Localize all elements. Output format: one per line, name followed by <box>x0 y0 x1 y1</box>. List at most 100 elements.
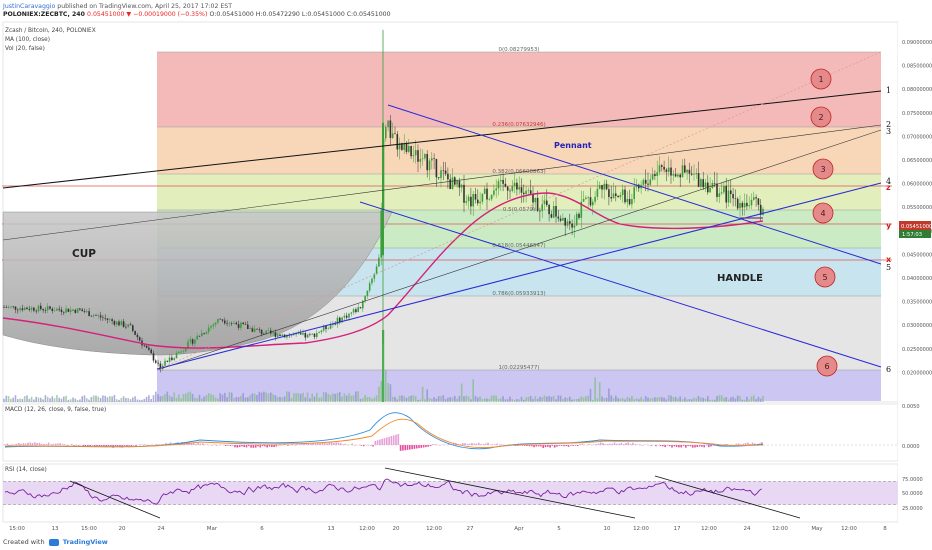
candle-body <box>76 308 79 313</box>
macd-histogram-bar <box>581 443 584 445</box>
macd-histogram-bar <box>698 445 701 447</box>
time-tick-label: 15:00 <box>81 526 97 532</box>
macd-histogram-bar <box>254 445 257 448</box>
volume-bar <box>615 395 617 402</box>
candle-body <box>460 184 463 188</box>
candle-body <box>564 217 566 226</box>
volume-bar <box>21 398 24 402</box>
macd-histogram-bar <box>696 445 699 447</box>
legend-rsi[interactable]: RSI (14, close) <box>5 467 47 473</box>
macd-histogram-bar <box>535 445 538 447</box>
candle-body <box>175 352 178 359</box>
candle-body <box>647 183 649 185</box>
volume-bar <box>536 398 539 402</box>
macd-histogram-bar <box>119 445 121 448</box>
candle-body <box>102 317 104 319</box>
candle-body <box>53 310 56 312</box>
candle-body <box>483 188 486 194</box>
line-label: 1 <box>886 86 891 95</box>
author-link[interactable]: JustinCaravaggio <box>3 3 56 10</box>
macd-histogram-bar <box>616 443 618 445</box>
macd-histogram-bar <box>158 444 160 445</box>
candle-body <box>164 360 166 366</box>
rsi-band <box>3 481 898 505</box>
volume-bar <box>293 393 295 402</box>
volume-bar <box>437 396 440 402</box>
macd-histogram-bar <box>287 445 289 446</box>
candle-body <box>389 120 392 138</box>
macd-histogram-bar <box>675 445 678 448</box>
macd-histogram-bar <box>54 443 57 445</box>
candle-body <box>109 319 111 320</box>
volume-bar <box>603 398 606 402</box>
volume-bar <box>178 394 180 402</box>
macd-histogram-bar <box>574 445 577 446</box>
time-tick-label: 24 <box>158 526 165 532</box>
candle-body <box>713 182 716 184</box>
candle-body <box>357 307 359 313</box>
macd-histogram-bar <box>701 445 703 447</box>
candle-body <box>329 325 332 329</box>
candle-body <box>433 158 435 160</box>
volume-bar <box>189 391 192 402</box>
candle-body <box>290 334 293 336</box>
candle-body <box>688 169 691 174</box>
line-label: 6 <box>886 365 891 374</box>
volume-bar <box>99 397 102 402</box>
rsi-line <box>4 478 762 505</box>
legend-vol[interactable]: Vol (20, false) <box>5 46 45 52</box>
macd-histogram-bar <box>549 445 551 448</box>
volume-bar <box>316 392 318 402</box>
price-tick-label: 0.07000000 <box>902 134 932 140</box>
legend-ma[interactable]: MA (100, close) <box>5 37 51 43</box>
macd-histogram-bar <box>305 443 308 445</box>
macd-histogram-bar <box>461 443 464 445</box>
candle-body <box>594 196 596 202</box>
candle-body <box>601 185 603 190</box>
volume-bar <box>63 396 65 402</box>
candle-body <box>364 296 366 301</box>
macd-histogram-bar <box>144 444 147 445</box>
candle-body <box>702 179 704 188</box>
volume-bar <box>651 398 654 402</box>
trendline-3 <box>156 129 882 371</box>
time-tick-label: 17 <box>674 526 681 532</box>
volume-bar <box>217 398 219 402</box>
volume-bar <box>42 399 44 402</box>
macd-histogram-bar <box>418 445 420 449</box>
candle-body <box>104 317 106 319</box>
candle-body <box>695 173 698 175</box>
candle-body <box>72 309 74 311</box>
volume-bar <box>695 398 698 402</box>
volume-bar <box>90 396 93 402</box>
volume-bar <box>594 377 596 402</box>
volume-bar <box>479 396 481 402</box>
candle-body <box>106 318 109 320</box>
candle-body <box>394 133 396 135</box>
legend-macd[interactable]: MACD (12, 26, close, 9, false, true) <box>5 407 107 413</box>
volume-bar <box>509 396 511 402</box>
candle-body <box>681 165 684 178</box>
candle-body <box>260 329 263 334</box>
macd-histogram-bar <box>622 444 625 445</box>
candle-body <box>293 334 295 336</box>
footer-brand[interactable]: TradingView <box>62 538 108 546</box>
macd-histogram-bar <box>689 445 692 447</box>
candle-body <box>456 180 458 185</box>
candle-body <box>700 179 702 187</box>
candle-body <box>753 197 755 200</box>
price-tick-label: 0.09000000 <box>902 40 932 46</box>
volume-bar <box>408 396 410 402</box>
macd-histogram-bar <box>114 445 117 447</box>
candle-body <box>7 306 10 308</box>
candle-body <box>178 351 180 353</box>
macd-histogram-bar <box>22 443 25 445</box>
volume-bar <box>157 394 159 402</box>
macd-histogram-bar <box>468 443 471 445</box>
candle-body <box>587 197 589 198</box>
macd-histogram-bar <box>664 445 666 448</box>
candle-body <box>134 330 136 335</box>
candle-body <box>19 308 21 311</box>
macd-histogram-bar <box>521 445 524 446</box>
